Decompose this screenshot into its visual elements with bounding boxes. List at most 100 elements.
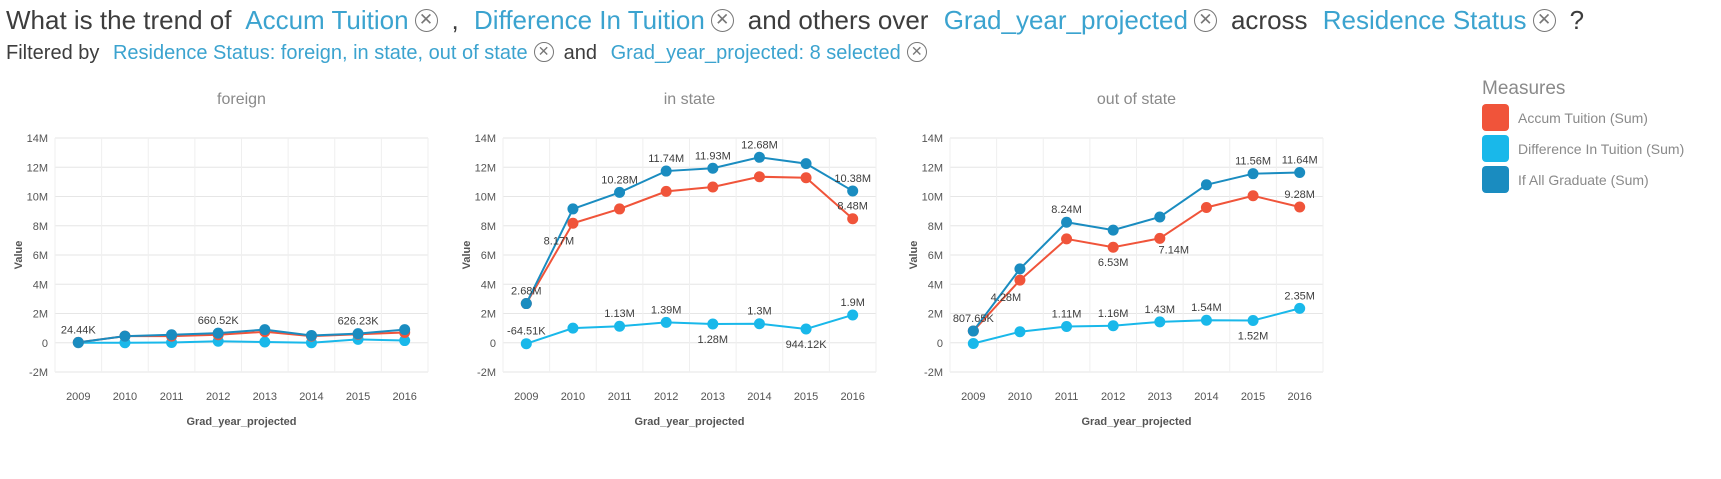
- data-point-series-2[interactable]: [753, 318, 765, 330]
- x-tick-label: 2016: [392, 391, 416, 403]
- data-point-series-2[interactable]: [259, 336, 271, 348]
- dimension-token-grad-year[interactable]: Grad_year_projected: [943, 5, 1188, 35]
- remove-filter1-circle-x-icon[interactable]: ✕: [533, 41, 554, 62]
- data-point-series-2[interactable]: [660, 316, 672, 328]
- filter-token-grad-year[interactable]: Grad_year_projected: 8 selected: [610, 42, 901, 64]
- data-point-series-3[interactable]: [119, 330, 131, 342]
- legend-title: Measures: [1482, 78, 1566, 99]
- legend-item-difference-in-tuition[interactable]: Difference In Tuition (Sum): [1482, 133, 1717, 164]
- data-point-series-1[interactable]: [1107, 241, 1119, 253]
- measure-token-accum-tuition[interactable]: Accum Tuition: [245, 5, 409, 35]
- filter-token-residence-status[interactable]: Residence Status: foreign, in state, out…: [112, 42, 528, 64]
- data-label: 9.28M: [1284, 189, 1315, 201]
- data-point-series-2[interactable]: [1294, 302, 1306, 314]
- x-tick-label: 2015: [346, 391, 370, 403]
- data-point-series-3[interactable]: [567, 203, 579, 215]
- data-point-series-3[interactable]: [1061, 216, 1073, 228]
- data-point-series-2[interactable]: [1107, 320, 1119, 332]
- data-point-series-2[interactable]: [399, 335, 411, 347]
- data-point-series-3[interactable]: [166, 329, 178, 341]
- data-point-series-1[interactable]: [567, 217, 579, 229]
- data-point-series-1[interactable]: [1247, 190, 1259, 202]
- data-point-series-2[interactable]: [847, 309, 859, 321]
- legend-label: If All Graduate (Sum): [1518, 171, 1649, 188]
- y-tick-label: 8M: [928, 221, 943, 233]
- data-point-series-2[interactable]: [567, 322, 579, 334]
- data-point-series-3[interactable]: [1154, 211, 1166, 223]
- data-point-series-3[interactable]: [259, 324, 271, 336]
- data-point-series-3[interactable]: [847, 185, 859, 197]
- data-point-series-1[interactable]: [1014, 274, 1026, 286]
- remove-filter2-circle-x-icon[interactable]: ✕: [906, 41, 927, 62]
- y-tick-label: 4M: [33, 279, 48, 291]
- data-point-series-3[interactable]: [614, 186, 626, 198]
- data-point-series-3[interactable]: [212, 327, 224, 339]
- data-point-series-3[interactable]: [1200, 179, 1212, 191]
- data-point-series-3[interactable]: [1247, 168, 1259, 180]
- x-tick-label: 2015: [1241, 391, 1265, 403]
- series-line-2: [973, 307, 1300, 345]
- data-point-series-3[interactable]: [753, 151, 765, 163]
- data-point-series-3[interactable]: [352, 328, 364, 340]
- data-point-series-3[interactable]: [72, 336, 84, 348]
- legend-swatch: [1482, 166, 1509, 193]
- data-label: 8.48M: [837, 201, 868, 213]
- data-point-series-3[interactable]: [1294, 167, 1306, 179]
- data-label: 1.52M: [1238, 331, 1269, 343]
- remove-measure1-circle-x-icon[interactable]: ✕: [414, 8, 438, 32]
- legend-label: Difference In Tuition (Sum): [1518, 140, 1685, 157]
- data-point-series-3[interactable]: [660, 165, 672, 177]
- data-point-series-2[interactable]: [967, 337, 979, 349]
- data-point-series-1[interactable]: [614, 203, 626, 215]
- data-point-series-2[interactable]: [520, 338, 532, 350]
- data-label: 807.65K: [953, 313, 995, 325]
- remove-measure2-circle-x-icon[interactable]: ✕: [710, 8, 734, 32]
- data-point-series-1[interactable]: [1154, 232, 1166, 244]
- legend-item-accum-tuition[interactable]: Accum Tuition (Sum): [1482, 102, 1717, 133]
- data-point-series-2[interactable]: [614, 320, 626, 332]
- series-line-3: [78, 328, 405, 344]
- data-point-series-1[interactable]: [1061, 233, 1073, 245]
- data-point-series-2[interactable]: [1247, 315, 1259, 327]
- data-point-series-2[interactable]: [800, 323, 812, 335]
- y-tick-label: 8M: [481, 221, 496, 233]
- data-point-series-3[interactable]: [800, 158, 812, 170]
- data-point-series-1[interactable]: [1294, 201, 1306, 213]
- split-token-residence-status[interactable]: Residence Status: [1322, 5, 1527, 35]
- data-point-series-1[interactable]: [707, 181, 719, 193]
- data-point-series-2[interactable]: [1154, 316, 1166, 328]
- data-point-series-2[interactable]: [1200, 314, 1212, 326]
- legend-label: Accum Tuition (Sum): [1518, 109, 1648, 126]
- remove-dimension-circle-x-icon[interactable]: ✕: [1193, 8, 1217, 32]
- data-point-series-1[interactable]: [847, 213, 859, 225]
- data-point-series-1[interactable]: [800, 172, 812, 184]
- data-point-series-3[interactable]: [1107, 224, 1119, 236]
- y-tick-label: -2M: [924, 367, 943, 379]
- data-label: 1.16M: [1098, 308, 1129, 320]
- measure-token-difference-in-tuition[interactable]: Difference In Tuition: [474, 5, 705, 35]
- data-point-series-1[interactable]: [660, 185, 672, 197]
- data-point-series-2[interactable]: [1014, 326, 1026, 338]
- data-label: 1.28M: [698, 334, 729, 346]
- y-axis-label: Value: [461, 241, 473, 270]
- data-point-series-3[interactable]: [399, 324, 411, 336]
- data-point-series-3[interactable]: [1014, 263, 1026, 275]
- y-tick-label: 6M: [481, 250, 496, 262]
- data-label: 11.64M: [1282, 155, 1318, 167]
- data-point-series-3[interactable]: [520, 298, 532, 310]
- data-point-series-3[interactable]: [967, 325, 979, 337]
- data-point-series-1[interactable]: [1200, 201, 1212, 213]
- data-point-series-2[interactable]: [707, 318, 719, 330]
- data-point-series-2[interactable]: [1061, 321, 1073, 333]
- filter-prefix: Filtered by: [6, 42, 100, 64]
- legend: Measures Accum Tuition (Sum) Difference …: [1482, 76, 1717, 195]
- legend-item-if-all-graduate[interactable]: If All Graduate (Sum): [1482, 164, 1717, 195]
- x-tick-label: 2011: [608, 391, 632, 403]
- data-label: 1.3M: [747, 306, 771, 318]
- data-label: 8.17M: [544, 235, 575, 247]
- y-tick-label: 14M: [922, 133, 943, 145]
- remove-split-circle-x-icon[interactable]: ✕: [1532, 8, 1556, 32]
- data-point-series-3[interactable]: [707, 162, 719, 174]
- data-point-series-3[interactable]: [305, 329, 317, 341]
- data-point-series-1[interactable]: [753, 171, 765, 183]
